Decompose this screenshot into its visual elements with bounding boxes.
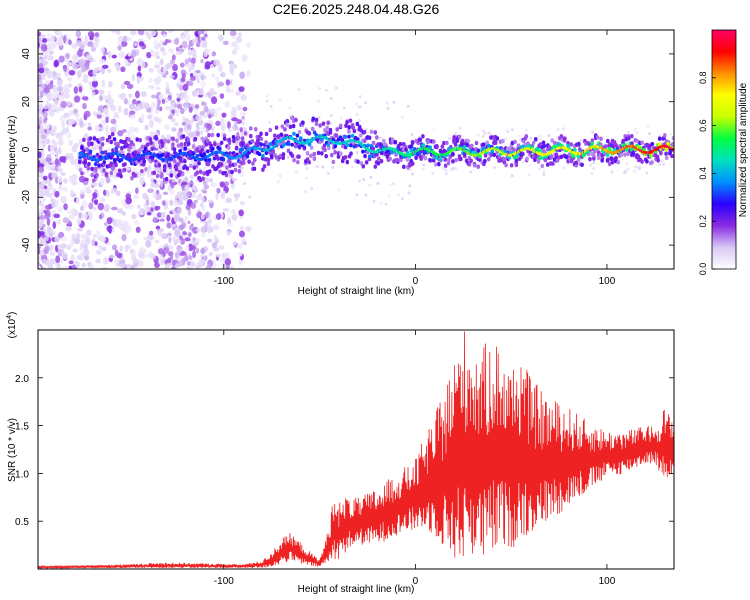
colorbar-tick-label-0: 0.0 xyxy=(698,263,708,276)
snr-y-tick-label-1: 1.0 xyxy=(15,469,29,480)
snr-y-label: SNR (10 * v/v) xyxy=(7,418,18,482)
colorbar-scale xyxy=(711,29,737,270)
spectrogram-x-tick-label-0: -100 xyxy=(214,276,234,287)
snr-x-tick-label-1: 0 xyxy=(413,576,419,587)
colorbar-tick-label-4: 0.8 xyxy=(698,72,708,85)
spectrogram-y-tick-label-2: 0 xyxy=(21,146,32,152)
spectrogram-y-tick-label-1: 20 xyxy=(21,96,32,108)
spectrogram-y-ticks: 40 20 0 -20 -40 xyxy=(21,48,674,252)
colorbar-tick-label-1: 0.2 xyxy=(698,215,708,228)
snr-y-tick-label-3: 2.0 xyxy=(15,374,29,385)
snr-x-tick-label-2: 100 xyxy=(599,576,616,587)
snr-series xyxy=(38,331,674,569)
snr-x-ticks: -100 0 100 xyxy=(214,330,616,587)
spectrogram-x-tick-label-2: 100 xyxy=(599,276,616,287)
snr-y-tick-label-0: 0.5 xyxy=(15,517,29,528)
spectrogram-x-ticks: -100 0 100 xyxy=(214,30,616,287)
snr-frame xyxy=(37,329,675,570)
spectrogram-y-tick-label-0: 40 xyxy=(21,48,32,60)
snr-line xyxy=(38,331,674,569)
colorbar-ticks: 0.0 0.2 0.4 0.6 0.8 xyxy=(698,72,716,276)
snr-y-multiplier: (x104) xyxy=(6,312,18,339)
spectrogram-y-tick-label-3: -20 xyxy=(21,190,32,205)
snr-x-tick-label-0: -100 xyxy=(214,576,234,587)
colorbar-label: Normalized spectral amplitude xyxy=(738,82,749,217)
colorbar-tick-label-2: 0.4 xyxy=(698,167,708,180)
colorbar: 0.0 0.2 0.4 0.6 0.8 Normalized spectral ampl… xyxy=(698,29,749,276)
spectrogram-y-label: Frequency (Hz) xyxy=(7,116,18,185)
spectrogram-heatmap xyxy=(38,30,674,269)
spectrogram-x-tick-label-1: 0 xyxy=(413,276,419,287)
snr-x-label: Height of straight line (km) xyxy=(298,584,415,595)
spectrogram-y-tick-label-4: -40 xyxy=(21,237,32,252)
figure-title: C2E6.2025.248.04.48.G26 xyxy=(273,1,440,17)
spectrogram-x-label: Height of straight line (km) xyxy=(298,286,415,297)
snr-y-tick-label-2: 1.5 xyxy=(15,422,29,433)
colorbar-tick-label-3: 0.6 xyxy=(698,119,708,132)
snr-y-ticks: 0.5 1.0 1.5 2.0 xyxy=(15,374,674,528)
spectrogram-panel: -100 0 100 40 20 0 -20 -40 Height of straight … xyxy=(7,29,675,297)
snr-panel: -100 0 100 0.5 1.0 1.5 2.0 Height of straight… xyxy=(6,312,675,595)
